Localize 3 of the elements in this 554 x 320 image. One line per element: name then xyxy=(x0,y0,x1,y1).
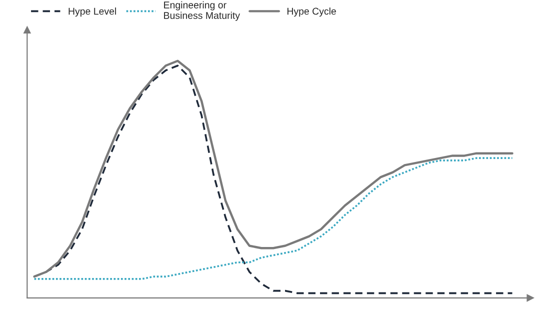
legend-label: Hype Cycle xyxy=(287,8,336,17)
legend-label: Hype Level xyxy=(68,8,116,17)
legend-label: Engineering or Business Maturity xyxy=(164,1,240,21)
